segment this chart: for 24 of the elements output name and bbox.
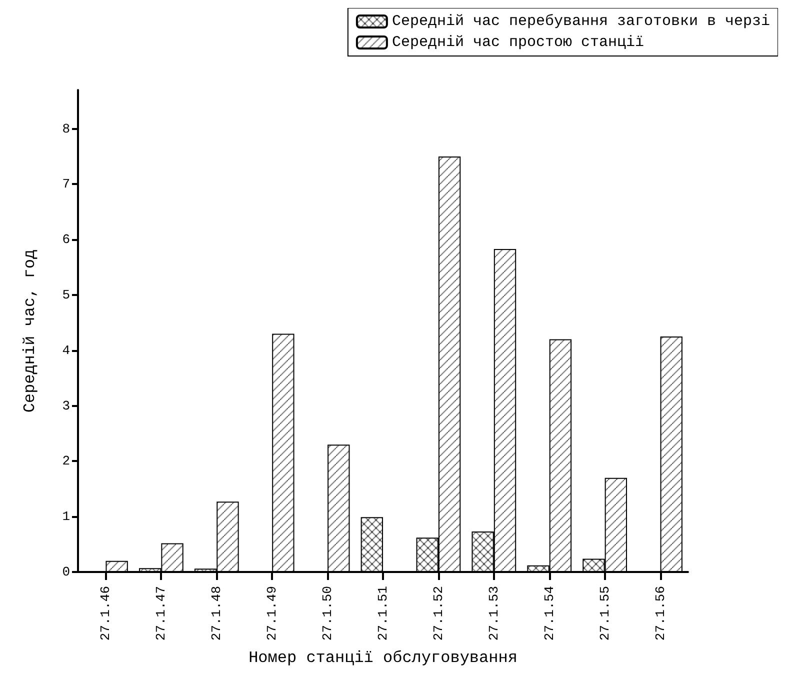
legend-label: Середній час перебування заготовки в черзі xyxy=(392,13,770,30)
x-tick-label: 27.1.46 xyxy=(98,586,114,641)
x-tick-label: 27.1.52 xyxy=(430,586,446,641)
x-tick-label: 27.1.49 xyxy=(264,586,280,641)
y-tick-label: 3 xyxy=(62,398,70,414)
x-tick-label: 27.1.48 xyxy=(209,586,224,641)
y-tick-label: 1 xyxy=(62,509,70,524)
x-axis-title: Номер станції обслуговування xyxy=(248,649,518,667)
y-tick-label: 7 xyxy=(62,176,70,192)
x-tick-label: 27.1.55 xyxy=(597,586,612,641)
x-tick-label: 27.1.56 xyxy=(652,586,668,641)
y-axis-title: Середній час, год xyxy=(21,249,39,413)
y-tick-label: 6 xyxy=(62,232,70,248)
y-tick-label: 4 xyxy=(62,342,70,358)
y-tick-label: 0 xyxy=(62,564,70,580)
x-tick-label: 27.1.53 xyxy=(486,586,502,641)
x-tick-label: 27.1.51 xyxy=(376,586,390,641)
x-tick-label: 27.1.47 xyxy=(154,586,169,641)
legend-label: Середній час простою станції xyxy=(392,34,644,51)
y-tick-label: 8 xyxy=(62,121,70,136)
y-tick-label: 2 xyxy=(62,454,70,469)
x-tick-label: 27.1.54 xyxy=(542,586,557,641)
y-tick-label: 5 xyxy=(62,287,70,302)
x-tick-label: 27.1.50 xyxy=(320,586,336,641)
